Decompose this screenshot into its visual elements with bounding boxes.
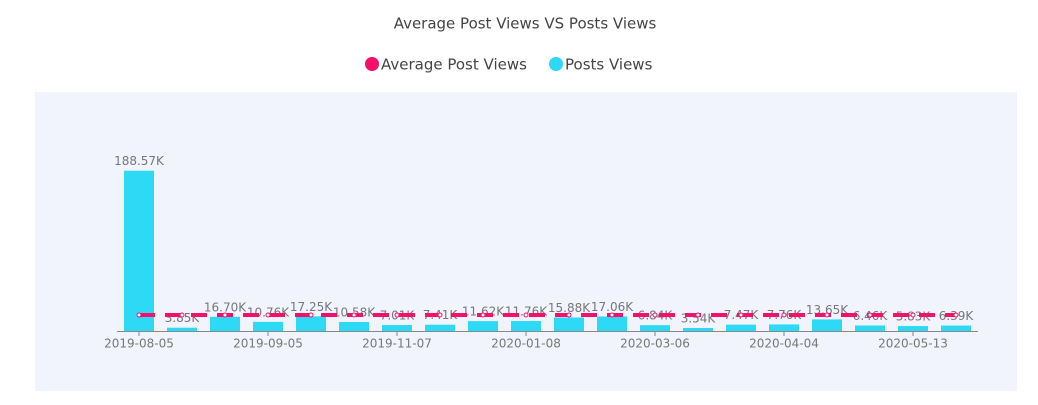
- x-tick-label: 2020-04-04: [749, 337, 819, 351]
- data-label: 11.62K: [462, 305, 505, 319]
- bar: [941, 325, 971, 331]
- point: [824, 312, 830, 318]
- point: [867, 312, 873, 318]
- chart-title: Average Post Views VS Posts Views: [394, 15, 657, 33]
- bar: [812, 319, 842, 331]
- bar: [640, 325, 670, 331]
- bar: [382, 325, 412, 331]
- bar: [683, 327, 713, 331]
- bar: [511, 321, 541, 331]
- point: [910, 312, 916, 318]
- point: [609, 312, 615, 318]
- data-label: 188.57K: [114, 154, 165, 168]
- x-tick-label: 2020-03-06: [620, 337, 690, 351]
- bar: [425, 324, 455, 331]
- plot-background: [35, 92, 1017, 391]
- point: [265, 312, 271, 318]
- data-label: 10.58K: [333, 306, 376, 320]
- x-tick-label: 2020-01-08: [491, 337, 561, 351]
- point: [179, 312, 185, 318]
- point: [566, 312, 572, 318]
- bar: [855, 325, 885, 331]
- point: [351, 312, 357, 318]
- point: [652, 312, 658, 318]
- data-label: 17.06K: [591, 300, 634, 314]
- point: [781, 312, 787, 318]
- legend-label: Posts Views: [565, 56, 653, 74]
- data-label: 15.88K: [548, 301, 591, 315]
- bar: [124, 170, 154, 331]
- x-tick-label: 2020-05-13: [878, 337, 948, 351]
- bar: [468, 321, 498, 331]
- data-label: 17.25K: [290, 300, 333, 314]
- point: [222, 312, 228, 318]
- legend-marker: [549, 57, 563, 71]
- bar: [554, 317, 584, 331]
- point: [394, 312, 400, 318]
- bar: [726, 324, 756, 331]
- point: [136, 312, 142, 318]
- data-label: 16.70K: [204, 300, 247, 314]
- point: [308, 312, 314, 318]
- legend-marker: [365, 57, 379, 71]
- x-tick-label: 2019-08-05: [104, 337, 174, 351]
- point: [523, 312, 529, 318]
- bar: [296, 316, 326, 331]
- bar: [597, 316, 627, 331]
- bar: [339, 322, 369, 331]
- x-tick-label: 2019-09-05: [233, 337, 303, 351]
- point: [437, 312, 443, 318]
- point: [953, 312, 959, 318]
- point: [738, 312, 744, 318]
- bar: [898, 326, 928, 331]
- bar: [210, 316, 240, 331]
- point: [480, 312, 486, 318]
- bar: [167, 327, 197, 331]
- legend-label: Average Post Views: [381, 56, 527, 74]
- bar: [253, 321, 283, 331]
- point: [695, 312, 701, 318]
- bar: [769, 324, 799, 331]
- x-tick-label: 2019-11-07: [362, 337, 432, 351]
